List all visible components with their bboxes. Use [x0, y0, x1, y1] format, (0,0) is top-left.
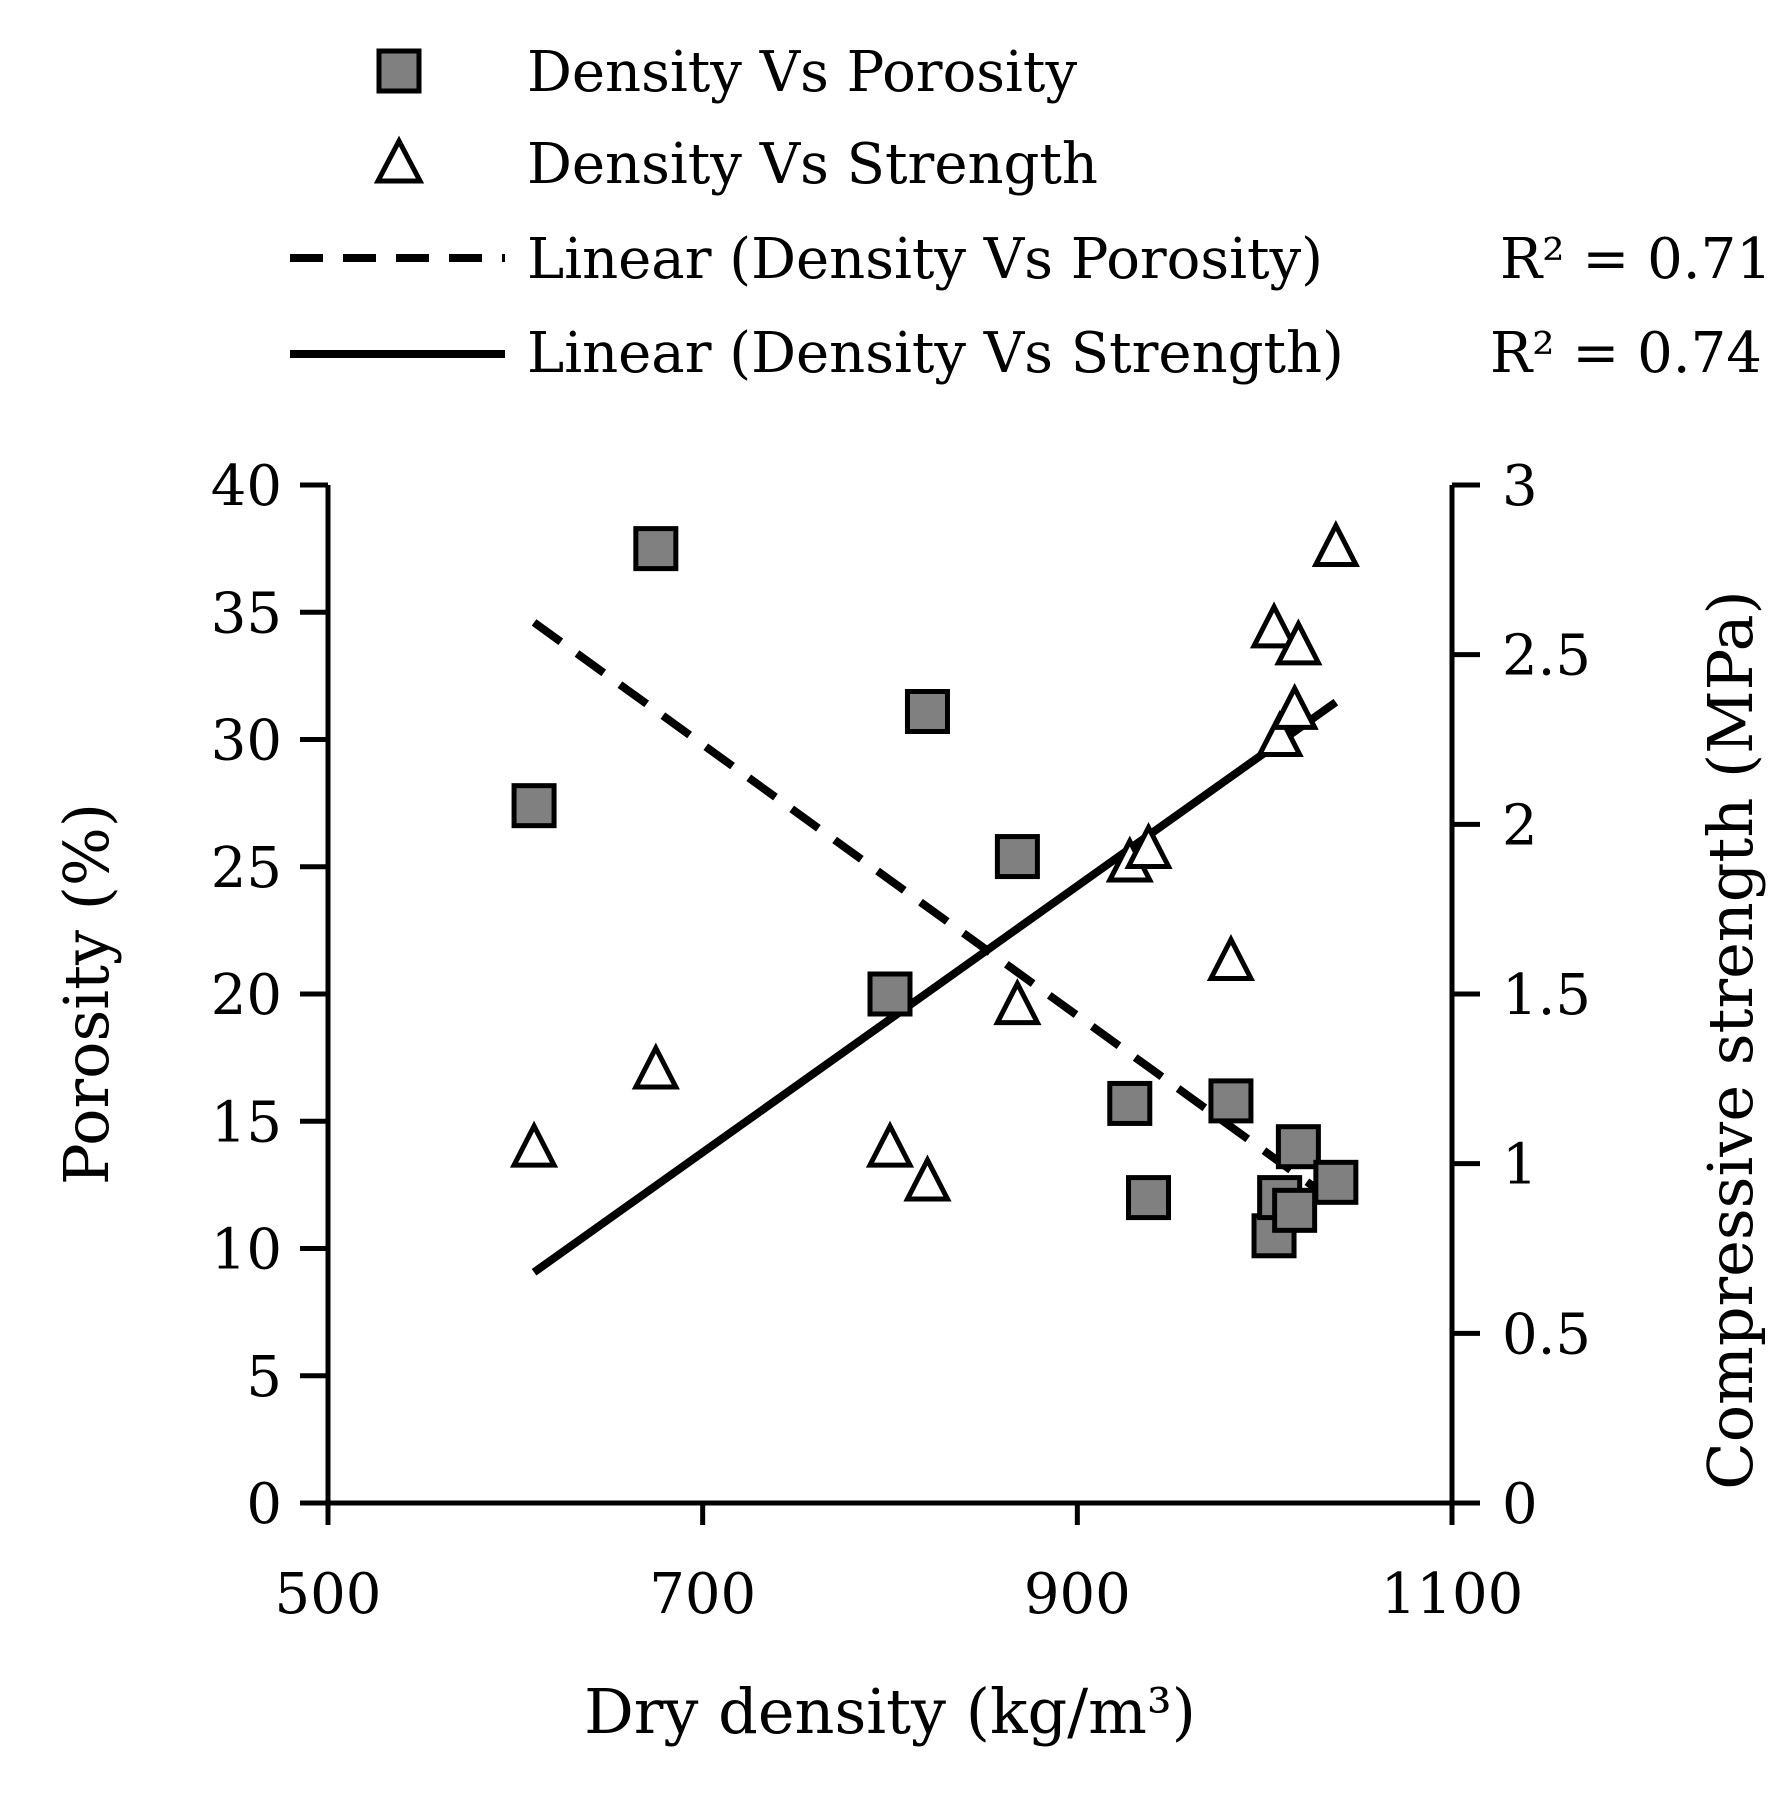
porosity-point — [867, 971, 913, 1017]
legend-item-density-vs-porosity: Density Vs Porosity — [376, 40, 1077, 105]
strength-point — [1249, 601, 1299, 649]
y-tick-label: 0 — [246, 1472, 282, 1537]
porosity-point — [1313, 1159, 1359, 1205]
legend-item-density-vs-strength: Density Vs Strength — [373, 132, 1098, 197]
x-tick-label: 900 — [1024, 1562, 1131, 1627]
y2-tick-label: 2 — [1502, 793, 1538, 858]
y-tick-label: 40 — [211, 454, 282, 519]
y-tick-label: 30 — [211, 709, 282, 774]
legend-label-linear-strength: Linear (Density Vs Strength) — [527, 321, 1344, 386]
x-axis-title: Dry density (kg/m³) — [584, 1675, 1196, 1748]
legend-label-strength: Density Vs Strength — [527, 132, 1098, 197]
strength-point — [1255, 710, 1304, 757]
legend-item-linear-strength: Linear (Density Vs Strength) R² = 0.74 — [290, 321, 1762, 386]
y-tick-label: 15 — [211, 1090, 282, 1155]
strength-point — [1124, 822, 1173, 869]
legend: Density Vs Porosity Density Vs Strength … — [290, 40, 1772, 386]
y2-tick-label: 1 — [1502, 1133, 1538, 1198]
porosity-point — [1275, 1124, 1321, 1170]
y-tick-label: 10 — [211, 1218, 282, 1283]
legend-marker-triangle — [373, 135, 425, 184]
porosity-point — [511, 783, 557, 829]
x-ticks: 500 700 900 1100 — [275, 1503, 1524, 1627]
porosity-point — [994, 834, 1040, 880]
porosity-point — [1107, 1080, 1153, 1126]
strength-point — [1274, 618, 1323, 666]
x-tick-label: 500 — [275, 1562, 382, 1627]
y-tick-label: 20 — [211, 963, 282, 1028]
strength-point — [1206, 933, 1256, 981]
strength-point — [903, 1154, 952, 1202]
porosity-point — [633, 526, 679, 572]
y2-axis-title: Compressive strength (MPa) — [1694, 590, 1767, 1489]
strength-point — [993, 978, 1042, 1026]
x-tick-label: 700 — [649, 1562, 756, 1627]
strength-point — [865, 1120, 915, 1168]
y-ticks: 0 5 10 15 20 25 30 35 40 — [211, 454, 328, 1537]
y2-ticks: 0 0.5 1 1.5 2 2.5 3 — [1452, 454, 1591, 1537]
y2-tick-label: 2.5 — [1502, 624, 1591, 689]
strength-point — [509, 1120, 559, 1168]
trendlines — [531, 619, 1339, 1276]
legend-label-porosity: Density Vs Porosity — [527, 40, 1077, 105]
y2-tick-label: 0.5 — [1502, 1302, 1591, 1367]
legend-marker-square — [376, 48, 422, 94]
legend-item-linear-porosity: Linear (Density Vs Porosity) R² = 0.71 — [290, 227, 1772, 292]
y2-tick-label: 3 — [1502, 454, 1538, 519]
y-tick-label: 5 — [246, 1345, 282, 1410]
porosity-point — [1272, 1187, 1318, 1233]
porosity-point — [904, 689, 950, 735]
strength-point — [1311, 519, 1360, 567]
trendline-strength — [531, 698, 1339, 1276]
y-tick-label: 25 — [211, 836, 282, 901]
y-tick-label: 35 — [211, 581, 282, 646]
trendline-porosity — [531, 619, 1339, 1206]
y2-tick-label: 1.5 — [1502, 963, 1591, 1028]
r2-label-porosity: R² = 0.71 — [1500, 227, 1772, 292]
y2-tick-label: 0 — [1502, 1472, 1538, 1537]
legend-label-linear-porosity: Linear (Density Vs Porosity) — [527, 227, 1323, 292]
porosity-point — [1208, 1078, 1254, 1124]
porosity-point — [1126, 1175, 1172, 1221]
strength-point — [631, 1042, 680, 1090]
r2-label-strength: R² = 0.74 — [1490, 321, 1762, 386]
y-axis-title: Porosity (%) — [50, 803, 123, 1185]
x-tick-label: 1100 — [1381, 1562, 1524, 1627]
strength-point — [1270, 682, 1319, 730]
data-markers — [509, 519, 1360, 1259]
